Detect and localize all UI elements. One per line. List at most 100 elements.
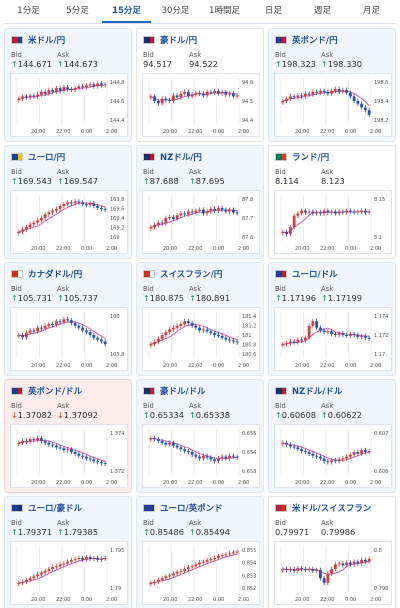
y-tick-label: 0.655 — [242, 431, 256, 437]
tab-4[interactable]: 1時間足 — [209, 6, 240, 16]
arrow-up-icon: ↑ — [189, 528, 196, 537]
candle — [213, 459, 217, 462]
x-tick-label: 22:00 — [56, 480, 70, 486]
mini-chart[interactable]: 106 105.8 20:00 22:00 0:00 2:00 — [10, 307, 128, 371]
candle — [183, 213, 187, 215]
ask-label: Ask — [57, 51, 70, 59]
candle — [168, 442, 172, 445]
rate-card[interactable]: ユーロ/円 Bid Ask ↑169.543 ↑169.547 169.8 169.6 169… — [4, 145, 132, 259]
tab-3[interactable]: 30分足 — [161, 6, 190, 16]
pair-link[interactable]: 米ドル/スイスフラン — [292, 504, 372, 514]
y-tick-label: 0.854 — [242, 561, 256, 567]
ask-label: Ask — [57, 519, 70, 527]
tab-2[interactable]: 15分足 — [102, 0, 151, 23]
x-tick-label: 22:00 — [56, 246, 70, 252]
pair-link[interactable]: NZドル/円 — [160, 153, 202, 163]
candle — [62, 87, 66, 91]
pair-link[interactable]: スイスフラン/円 — [160, 270, 223, 280]
candle — [17, 98, 21, 101]
mini-chart[interactable]: 0.607 0.606 20:00 22:00 0:00 2:00 — [274, 424, 392, 488]
candle — [318, 212, 322, 214]
rate-card[interactable]: ランド/円 Bid Ask 8.114 8.123 8.15 8.1 20:00 22:00 0:… — [268, 145, 396, 259]
mini-chart[interactable]: 0.855 0.854 0.853 0.852 20:00 22:00 0:00 2:00 — [142, 541, 260, 605]
rate-card[interactable]: スイスフラン/円 Bid Ask ↑180.875 ↑180.891 181.4 181.2… — [136, 262, 264, 376]
candle — [296, 447, 300, 450]
candle — [88, 557, 92, 559]
mini-chart[interactable]: 1.174 1.172 1.17 20:00 22:00 0:00 2:00 — [274, 307, 392, 371]
tab-5[interactable]: 日足 — [264, 6, 282, 16]
candle — [47, 323, 51, 326]
candle — [341, 89, 345, 92]
x-tick-label: 20:00 — [31, 480, 45, 486]
bid-value: 169.543 — [17, 176, 53, 186]
mini-chart[interactable]: 1.374 1.372 20:00 22:00 0:00 2:00 — [10, 424, 128, 488]
candle — [281, 344, 285, 346]
quote-labels: Bid Ask — [143, 168, 259, 176]
rate-card[interactable]: ユーロ/ドル Bid Ask ↑1.17196 ↑1.17199 1.174 1.172 1.… — [268, 262, 396, 376]
rate-card[interactable]: 英ポンド/ドル Bid Ask ↓1.37082 ↓1.37092 1.374 1.372 2… — [4, 379, 132, 493]
x-tick-label: 0:00 — [345, 480, 356, 486]
candle — [330, 90, 334, 94]
rate-card[interactable]: 豪ドル/円 Bid Ask 94.517 94.522 94.6 94.5 94.4 20:00… — [136, 28, 264, 142]
mini-chart[interactable]: 0.8 0.798 20:00 22:00 0:00 2:00 — [274, 541, 392, 605]
candle — [190, 323, 194, 326]
candle — [224, 209, 228, 212]
rate-card[interactable]: ユーロ/豪ドル Bid Ask ↑1.79371 ↑1.79385 1.795 1.79 20… — [4, 496, 132, 608]
pair-link[interactable]: 米ドル/円 — [28, 36, 66, 46]
tab-6[interactable]: 週足 — [313, 6, 331, 16]
candle — [281, 231, 285, 234]
bid-value: 0.85486 — [149, 527, 185, 537]
mini-chart[interactable]: 169.8 169.6 169.4 169.2 169 20:00 22:00 0:00 2:0… — [10, 190, 128, 254]
mini-chart[interactable]: 181.4 181.2 181 180.8 180.6 20:00 22:00 0:00 2:0… — [142, 307, 260, 371]
pair-link[interactable]: NZドル/ドル — [292, 387, 343, 397]
card-header: ランド/円 — [275, 151, 329, 163]
rate-card[interactable]: 米ドル/スイスフラン Bid Ask 0.79971 0.79986 0.8 0.798 20… — [268, 496, 396, 608]
chart-svg: 0.655 0.654 0.653 20:00 22:00 0:00 2:00 — [148, 429, 256, 486]
arrow-up-icon: ↑ — [57, 528, 64, 537]
mini-chart[interactable]: 198.6 198.4 198.2 20:00 22:00 0:00 2:00 — [274, 73, 392, 137]
x-tick-label: 2:00 — [370, 597, 381, 603]
pair-link[interactable]: ユーロ/英ポンド — [160, 504, 223, 514]
rate-card[interactable]: ユーロ/英ポンド Bid Ask ↑0.85486 ↑0.85494 0.855 0.854… — [136, 496, 264, 608]
candle — [160, 222, 164, 224]
x-tick-label: 20:00 — [295, 480, 309, 486]
rate-card[interactable]: 豪ドル/ドル Bid Ask ↑0.65334 ↑0.65338 0.655 0.654 0.… — [136, 379, 264, 493]
rate-card[interactable]: NZドル/ドル Bid Ask ↑0.60608 ↑0.60622 0.607 0.606 2… — [268, 379, 396, 493]
mini-chart[interactable]: 144.8 144.6 144.4 20:00 22:00 0:00 2:00 — [10, 73, 128, 137]
pair-link[interactable]: 英ポンド/ドル — [28, 387, 83, 397]
mini-chart[interactable]: 0.655 0.654 0.653 20:00 22:00 0:00 2:00 — [142, 424, 260, 488]
pair-link[interactable]: ユーロ/豪ドル — [28, 504, 83, 514]
candle — [58, 321, 62, 323]
chart-svg: 1.795 1.79 20:00 22:00 0:00 2:00 — [16, 546, 124, 603]
mini-chart[interactable]: 8.15 8.1 20:00 22:00 0:00 2:00 — [274, 190, 392, 254]
pair-link[interactable]: カナダドル/円 — [28, 270, 83, 280]
rate-card[interactable]: カナダドル/円 Bid Ask ↑105.731 ↑105.737 106 105.8 20:… — [4, 262, 132, 376]
ask-label: Ask — [189, 519, 202, 527]
tab-7[interactable]: 月足 — [362, 6, 380, 16]
ask-label: Ask — [321, 168, 334, 176]
x-tick-label: 20:00 — [163, 363, 177, 369]
rate-card[interactable]: NZドル/円 Bid Ask ↑87.688 ↑87.695 87.8 87.7 87.6 20… — [136, 145, 264, 259]
pair-link[interactable]: ユーロ/円 — [28, 153, 66, 163]
tab-1[interactable]: 5分足 — [66, 6, 89, 16]
candle — [171, 327, 175, 330]
pair-link[interactable]: 英ポンド/円 — [292, 36, 338, 46]
candle — [213, 90, 217, 93]
x-tick-label: 2:00 — [370, 246, 381, 252]
mini-chart[interactable]: 94.6 94.5 94.4 20:00 22:00 0:00 2:00 — [142, 73, 260, 137]
ask-value: 87.695 — [195, 176, 225, 186]
bid-label: Bid — [275, 51, 286, 59]
pair-link[interactable]: 豪ドル/円 — [160, 36, 198, 46]
ask-value: 1.37092 — [63, 410, 99, 420]
candle — [292, 446, 296, 448]
bid-label: Bid — [11, 168, 22, 176]
tab-0[interactable]: 1分足 — [17, 6, 40, 16]
rate-card[interactable]: 英ポンド/円 Bid Ask ↑198.323 ↑198.330 198.6 198.4 19… — [268, 28, 396, 142]
candle — [333, 89, 337, 91]
mini-chart[interactable]: 87.8 87.7 87.6 20:00 22:00 0:00 2:00 — [142, 190, 260, 254]
pair-link[interactable]: ランド/円 — [292, 153, 330, 163]
mini-chart[interactable]: 1.795 1.79 20:00 22:00 0:00 2:00 — [10, 541, 128, 605]
pair-link[interactable]: ユーロ/ドル — [292, 270, 338, 280]
rate-card[interactable]: 米ドル/円 Bid Ask ↑144.671 ↑144.673 144.8 144.6 144… — [4, 28, 132, 142]
pair-link[interactable]: 豪ドル/ドル — [160, 387, 206, 397]
